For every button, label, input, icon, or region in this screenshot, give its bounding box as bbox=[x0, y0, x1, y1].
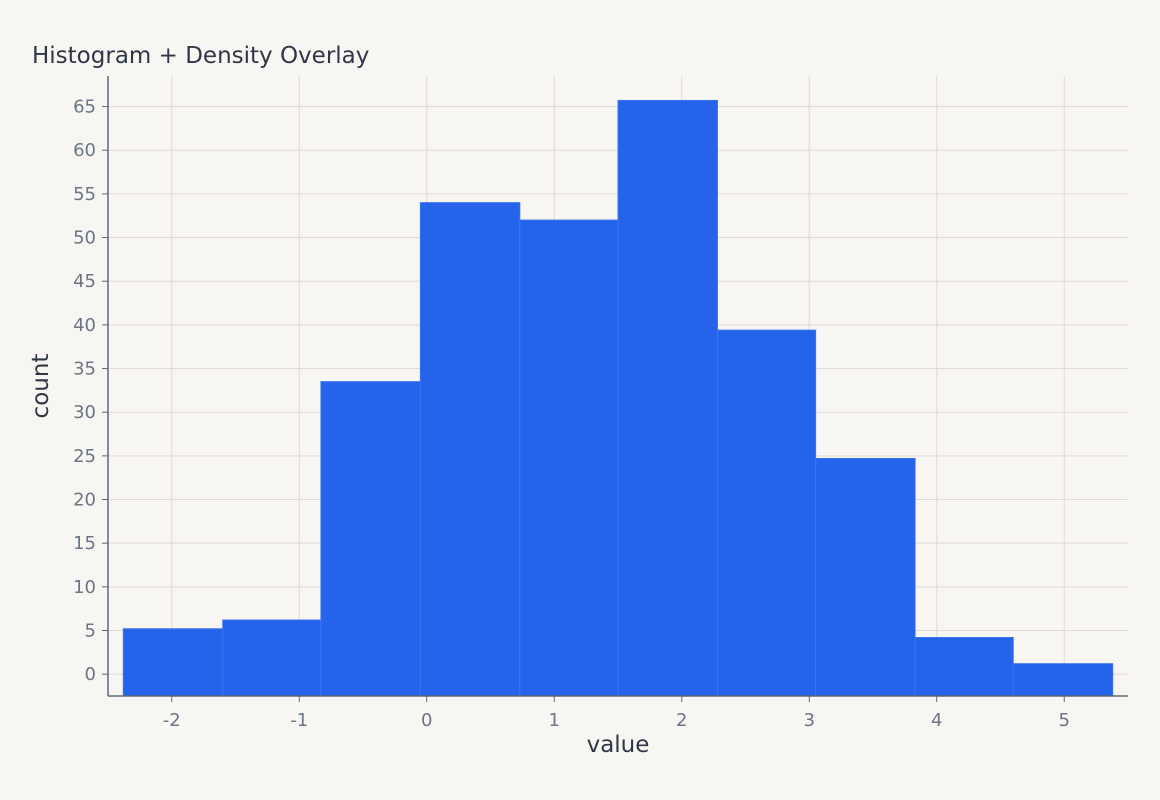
y-axis-label: count bbox=[28, 354, 54, 419]
histogram-bar bbox=[716, 329, 817, 697]
x-tick-label: -2 bbox=[163, 710, 181, 731]
histogram-bar bbox=[320, 381, 421, 697]
y-tick-label: 55 bbox=[73, 184, 96, 205]
y-tick-label: 40 bbox=[73, 315, 96, 336]
histogram-bar bbox=[122, 628, 224, 697]
y-tick-label: 25 bbox=[73, 446, 96, 467]
histogram-bar bbox=[519, 219, 619, 697]
x-tick-label: -1 bbox=[290, 710, 308, 731]
histogram-bar bbox=[419, 202, 521, 697]
y-tick-label: 5 bbox=[85, 621, 96, 642]
x-tick-label: 5 bbox=[1059, 710, 1070, 731]
x-tick-label: 4 bbox=[931, 710, 942, 731]
y-tick-label: 15 bbox=[73, 533, 96, 554]
y-tick-label: 60 bbox=[73, 140, 96, 161]
y-tick-label: 45 bbox=[73, 271, 96, 292]
x-tick-label: 1 bbox=[549, 710, 560, 731]
bars-layer bbox=[122, 99, 1114, 697]
x-axis-label: value bbox=[587, 732, 650, 758]
y-tick-label: 35 bbox=[73, 359, 96, 380]
y-tick-label: 50 bbox=[73, 228, 96, 249]
x-tick-label: 3 bbox=[804, 710, 815, 731]
axis-layer bbox=[102, 76, 1128, 702]
histogram-bar bbox=[617, 99, 718, 697]
x-tick-label: 2 bbox=[676, 710, 687, 731]
histogram-bar bbox=[914, 636, 1014, 697]
histogram-bar bbox=[815, 457, 916, 697]
y-tick-label: 10 bbox=[73, 577, 96, 598]
y-tick-label: 0 bbox=[85, 664, 96, 685]
histogram-bar bbox=[222, 619, 322, 697]
y-tick-label: 20 bbox=[73, 490, 96, 511]
x-tick-label: 0 bbox=[421, 710, 432, 731]
histogram-bar bbox=[1012, 663, 1114, 697]
y-tick-label: 65 bbox=[73, 97, 96, 118]
y-tick-label: 30 bbox=[73, 402, 96, 423]
chart-title: Histogram + Density Overlay bbox=[32, 43, 369, 69]
